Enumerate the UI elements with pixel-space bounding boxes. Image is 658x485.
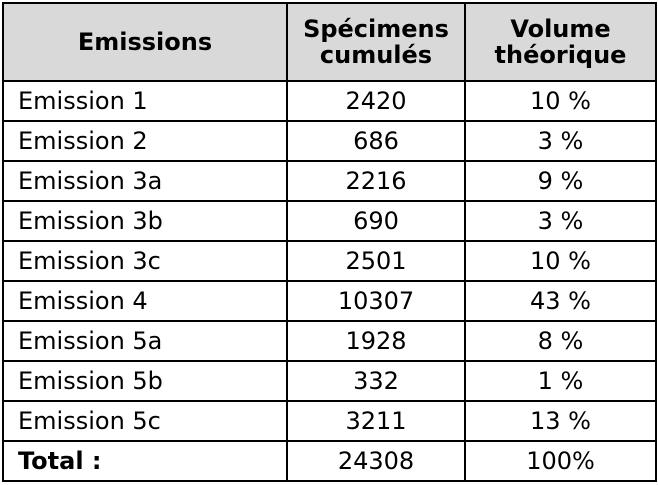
header-specimens: Spécimens cumulés: [286, 2, 466, 82]
row-specimens: 2216: [286, 160, 466, 202]
table-body: Emission 1 2420 10 % Emission 2 686 3 % …: [2, 80, 657, 482]
header-specimens-line1: Spécimens: [303, 14, 449, 43]
row-name: Emission 3c: [2, 240, 288, 282]
row-specimens: 690: [286, 200, 466, 242]
row-volume: 3 %: [464, 200, 657, 242]
row-volume: 8 %: [464, 320, 657, 362]
table-row: Emission 3a 2216 9 %: [2, 160, 657, 202]
total-label: Total :: [2, 440, 288, 482]
total-specimens: 24308: [286, 440, 466, 482]
row-specimens: 3211: [286, 400, 466, 442]
row-name: Emission 3a: [2, 160, 288, 202]
row-volume: 10 %: [464, 240, 657, 282]
row-volume: 9 %: [464, 160, 657, 202]
header-specimens-line2: cumulés: [319, 41, 433, 69]
row-name: Emission 2: [2, 120, 288, 162]
row-specimens: 2501: [286, 240, 466, 282]
row-volume: 3 %: [464, 120, 657, 162]
total-row: Total : 24308 100%: [2, 440, 657, 482]
row-specimens: 1928: [286, 320, 466, 362]
table-row: Emission 5b 332 1 %: [2, 360, 657, 402]
table-row: Emission 1 2420 10 %: [2, 80, 657, 122]
row-name: Emission 5a: [2, 320, 288, 362]
row-volume: 13 %: [464, 400, 657, 442]
table-row: Emission 5c 3211 13 %: [2, 400, 657, 442]
header-volume-line2: théorique: [494, 41, 627, 69]
table-header: Emissions Spécimens cumulés Volume théor…: [2, 2, 657, 82]
row-name: Emission 5b: [2, 360, 288, 402]
row-specimens: 10307: [286, 280, 466, 322]
row-volume: 10 %: [464, 80, 657, 122]
table-row: Emission 2 686 3 %: [2, 120, 657, 162]
table-row: Emission 3c 2501 10 %: [2, 240, 657, 282]
row-name: Emission 1: [2, 80, 288, 122]
header-volume: Volume théorique: [464, 2, 657, 82]
row-specimens: 686: [286, 120, 466, 162]
row-volume: 43 %: [464, 280, 657, 322]
table-row: Emission 4 10307 43 %: [2, 280, 657, 322]
row-volume: 1 %: [464, 360, 657, 402]
table-row: Emission 3b 690 3 %: [2, 200, 657, 242]
row-name: Emission 3b: [2, 200, 288, 242]
row-specimens: 2420: [286, 80, 466, 122]
row-name: Emission 5c: [2, 400, 288, 442]
row-specimens: 332: [286, 360, 466, 402]
header-volume-line1: Volume: [510, 14, 611, 43]
header-emissions: Emissions: [2, 2, 288, 82]
row-name: Emission 4: [2, 280, 288, 322]
table-row: Emission 5a 1928 8 %: [2, 320, 657, 362]
header-emissions-label: Emissions: [77, 27, 213, 56]
header-row: Emissions Spécimens cumulés Volume théor…: [2, 2, 657, 82]
total-volume: 100%: [464, 440, 657, 482]
